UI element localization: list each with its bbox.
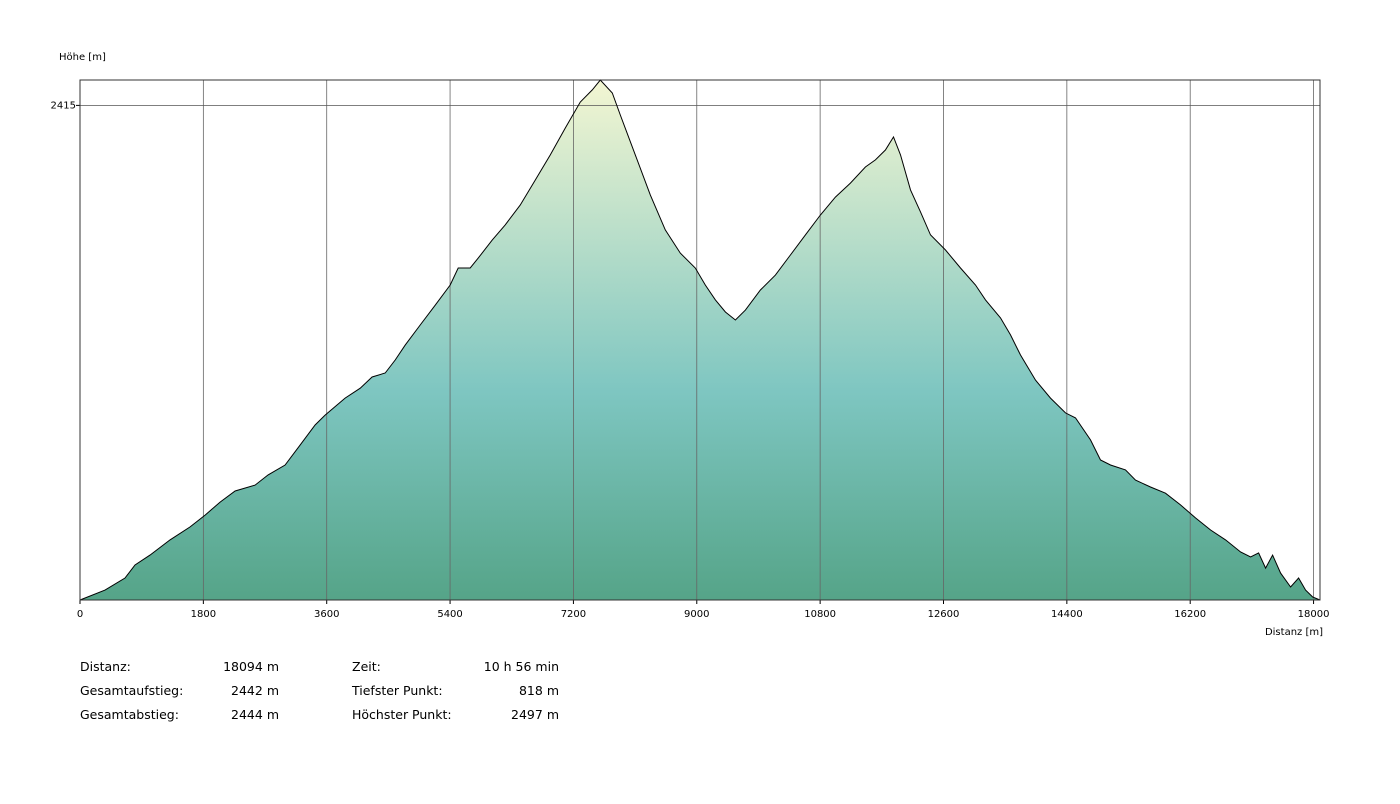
x-tick-label: 9000	[684, 609, 709, 620]
stat-value: 18094 m	[223, 659, 279, 674]
stat-value: 2442 m	[231, 683, 279, 698]
elevation-area	[80, 80, 1320, 600]
stat-label: Zeit:	[352, 659, 381, 674]
x-tick-label: 18000	[1298, 609, 1330, 620]
stat-value: 2497 m	[511, 707, 559, 722]
y-axis-label: Höhe [m]	[59, 52, 106, 63]
stat-value: 818 m	[519, 683, 559, 698]
x-tick-label: 12600	[928, 609, 960, 620]
stat-label: Distanz:	[80, 659, 131, 674]
x-tick-label: 0	[77, 609, 83, 620]
stat-label: Tiefster Punkt:	[351, 683, 443, 698]
x-tick-label: 1800	[191, 609, 216, 620]
stat-label: Höchster Punkt:	[352, 707, 452, 722]
x-axis-label: Distanz [m]	[1265, 627, 1323, 638]
plot-border	[79, 79, 1321, 601]
stat-value: 2444 m	[231, 707, 279, 722]
stat-value: 10 h 56 min	[484, 659, 559, 674]
stat-label: Gesamtaufstieg:	[80, 683, 183, 698]
x-tick-label: 7200	[561, 609, 586, 620]
x-tick-label: 5400	[437, 609, 462, 620]
stat-label: Gesamtabstieg:	[80, 707, 179, 722]
elevation-line	[79, 79, 1321, 601]
x-tick-label: 10800	[804, 609, 836, 620]
x-tick-label: 16200	[1174, 609, 1206, 620]
x-tick-label: 14400	[1051, 609, 1083, 620]
x-tick-label: 3600	[314, 609, 339, 620]
y-tick-label: 2415	[51, 100, 76, 111]
